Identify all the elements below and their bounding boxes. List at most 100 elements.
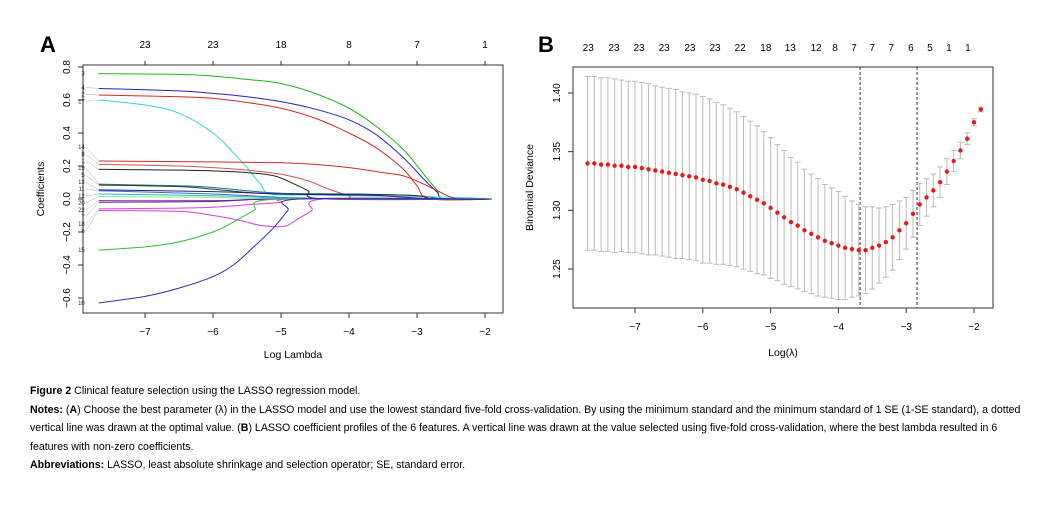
deviance-point (829, 240, 834, 246)
top-axis-label: 1 (482, 40, 488, 51)
plot-frame (572, 66, 994, 309)
deviance-point (788, 219, 794, 225)
top-axis-label: 7 (889, 43, 895, 54)
deviance-point (707, 178, 712, 184)
deviance-point (917, 202, 922, 207)
top-axis-label: 23 (139, 40, 151, 51)
coefficient-label-leader (85, 196, 99, 204)
coefficient-label: 8 (81, 152, 85, 158)
deviance-point (632, 164, 638, 170)
coefficient-label-leader (85, 200, 99, 211)
x-tick-label: −5 (275, 327, 287, 338)
coefficient-path-15 (98, 197, 492, 251)
x-tick-label: −6 (207, 327, 219, 338)
deviance-point (687, 174, 692, 179)
coefficient-label-leader (85, 146, 99, 162)
top-axis-label: 8 (346, 40, 352, 51)
deviance-point (809, 231, 814, 236)
top-axis-label: 18 (275, 40, 287, 51)
coefficient-label-leader (85, 94, 99, 96)
deviance-point (639, 165, 644, 171)
coefficient-path-10 (98, 197, 492, 304)
coefficient-label-leader (85, 202, 99, 218)
deviance-point (720, 182, 726, 187)
deviance-point (727, 184, 733, 190)
coefficient-label: 18 (78, 222, 85, 228)
deviance-point (802, 228, 807, 233)
top-axis-label: 22 (735, 43, 747, 54)
caption-abbreviations: Abbreviations: LASSO, least absolute shr… (30, 456, 1030, 475)
deviance-point (748, 194, 753, 199)
chart-panel-b: B −7 −6 −5 −4 −3 −2 1.25 1.30 1.35 1.40 23 23 23 23 23 2… (524, 32, 994, 359)
deviance-point (734, 187, 739, 192)
top-axis-label: 7 (851, 43, 857, 54)
coefficient-label-leader (85, 181, 99, 191)
deviance-point (653, 168, 658, 173)
coefficient-label: 20 (78, 201, 85, 207)
deviance-point (815, 235, 821, 240)
x-tick-label: −2 (479, 327, 491, 338)
x-tick-label: −2 (968, 322, 980, 333)
y-tick-label: 1.40 (552, 83, 563, 103)
x-tick-label: −4 (343, 327, 355, 338)
chart-panel-a: A −7 −6 −5 −4 −3 −2 −0.6 −0.4 −0.2 0.0 0.2 0.4 0.6 0.8… (35, 32, 504, 361)
coefficient-label-leader (85, 174, 99, 186)
x-tick-label: −3 (900, 322, 912, 333)
top-axis-label: 12 (810, 43, 822, 54)
y-tick-label: 1.30 (552, 200, 563, 220)
deviance-point (958, 148, 963, 153)
coefficient-label-leader (85, 188, 99, 191)
y-tick-label: 1.25 (552, 259, 563, 279)
plot-frame (82, 64, 504, 314)
top-axis-label: 7 (414, 40, 420, 51)
deviance-point (714, 181, 719, 186)
coefficient-label: 12 (78, 194, 85, 200)
x-tick-label: −7 (629, 322, 641, 333)
notes-panel-ref: B (240, 422, 249, 435)
coefficient-label-leader (85, 210, 99, 232)
top-axis-label: 1 (946, 43, 952, 54)
coefficient-label-leader (85, 208, 99, 225)
deviance-point (680, 172, 685, 178)
deviance-point (965, 136, 970, 141)
coefficient-path-3 (98, 73, 492, 201)
deviance-point (937, 179, 943, 185)
notes-text: ( (62, 403, 70, 416)
coefficient-label: 17 (78, 100, 85, 106)
deviance-point (971, 120, 977, 125)
y-tick-label: 0.8 (62, 60, 73, 74)
deviance-point (754, 197, 760, 202)
deviance-point (883, 239, 889, 245)
y-tick-label: −0.2 (62, 222, 73, 242)
coefficient-label: 5 (81, 173, 85, 179)
coefficient-label: 2 (81, 93, 85, 99)
top-axis-label: 23 (583, 43, 595, 54)
coefficient-label-leader (85, 87, 99, 89)
x-axis-title: Log Lambda (264, 349, 323, 361)
deviance-point (870, 245, 875, 251)
figure-caption: Figure 2 Clinical feature selection usin… (30, 382, 1030, 475)
coefficient-label: 22 (78, 208, 85, 214)
deviance-point (612, 163, 617, 168)
deviance-point (659, 169, 665, 174)
deviance-point (646, 167, 651, 172)
coefficient-label-leader (85, 99, 99, 102)
deviance-point (849, 246, 855, 252)
y-tick-label: −0.6 (62, 288, 73, 308)
abbreviations-text: LASSO, least absolute shrinkage and sele… (104, 459, 466, 472)
coefficient-label: 4 (81, 86, 85, 92)
deviance-point (592, 161, 597, 166)
coefficient-label-leader (85, 193, 99, 197)
top-axis-label: 23 (207, 40, 219, 51)
top-axis-label: 23 (709, 43, 721, 54)
coefficient-label-leader (85, 160, 99, 170)
figure-label: Figure 2 (30, 385, 72, 397)
deviance-point (890, 235, 895, 240)
deviance-point (666, 170, 672, 175)
coefficient-label: 19 (78, 166, 85, 172)
panel-label: B (538, 32, 554, 57)
top-axis-label: 18 (760, 43, 772, 54)
y-tick-label: 0.0 (62, 192, 73, 206)
figure-title: Clinical feature selection using the LAS… (71, 385, 361, 397)
notes-text: ) Choose the best parameter (λ) in the L… (30, 403, 1021, 435)
